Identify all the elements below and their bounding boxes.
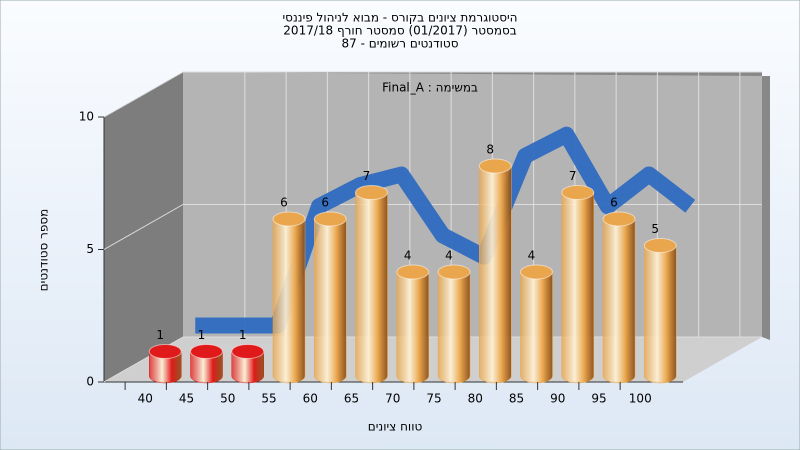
bar	[561, 192, 594, 384]
x-tick-label: 85	[509, 392, 524, 406]
bar-cap	[396, 264, 430, 280]
data-label: 8	[486, 143, 494, 157]
y-tick-label: 10	[79, 110, 94, 124]
bar-cap	[148, 344, 182, 359]
x-tick-label: 70	[385, 392, 400, 406]
bar-cap	[478, 158, 512, 174]
bar	[602, 218, 636, 384]
data-label: 7	[363, 169, 371, 183]
data-label: 7	[569, 169, 577, 183]
x-tick-label: 95	[591, 392, 606, 406]
x-tick-label: 100	[629, 392, 652, 406]
data-label: 1	[156, 328, 164, 342]
bar-cap	[313, 211, 347, 227]
chart-title: סטודנטים רשומים - 87	[341, 37, 458, 51]
x-tick-label: 50	[220, 392, 235, 406]
bar	[520, 271, 553, 384]
bar	[396, 271, 429, 384]
data-label: 6	[280, 196, 288, 210]
x-tick-label: 40	[138, 392, 153, 406]
bar	[272, 218, 306, 384]
y-tick-label: 5	[86, 242, 94, 256]
data-label: 4	[528, 249, 536, 263]
x-tick-label: 65	[344, 392, 359, 406]
chart-title: בסמסטר (01/2017) סמסטר חורף 2017/18	[283, 24, 516, 38]
bar-cap	[520, 264, 553, 280]
x-tick-label: 55	[261, 392, 276, 406]
bar	[479, 165, 512, 384]
data-label: 6	[321, 196, 329, 210]
bar-cap	[643, 238, 677, 253]
bar	[355, 192, 388, 384]
data-label: 6	[610, 196, 618, 210]
bar	[314, 218, 347, 384]
bar-cap	[272, 211, 306, 227]
x-tick-label: 45	[179, 392, 194, 406]
x-tick-label: 90	[550, 392, 565, 406]
chart-title: היסטוגרמת ציונים בקורס - מבוא לניהול פינ…	[282, 11, 517, 25]
bar-cap	[561, 185, 595, 200]
annotation: Final_A : במשימה	[382, 81, 478, 95]
grid-line	[103, 71, 184, 118]
x-tick-label: 75	[426, 392, 441, 406]
x-tick-label: 60	[303, 392, 318, 406]
bar	[644, 245, 677, 384]
title-block: היסטוגרמת ציונים בקורס - מבוא לניהול פינ…	[282, 11, 517, 51]
bar-cap	[355, 185, 388, 200]
floor	[104, 337, 762, 382]
bar-cap	[190, 344, 223, 359]
bar-cap	[602, 211, 636, 227]
data-label: 1	[198, 328, 206, 342]
x-axis-label: טווח ציונים	[368, 420, 423, 434]
bar-cap	[231, 344, 265, 359]
y-tick-label: 0	[86, 375, 94, 389]
data-label: 4	[404, 249, 412, 263]
grid-line	[103, 204, 184, 250]
y-axis-label: מספר סטודנטים	[37, 209, 51, 292]
data-label: 4	[445, 249, 453, 263]
x-tick-label: 80	[468, 392, 483, 406]
data-label: 1	[239, 328, 247, 342]
bar-cap	[437, 264, 471, 280]
data-label: 5	[651, 222, 659, 236]
bar	[437, 271, 471, 384]
